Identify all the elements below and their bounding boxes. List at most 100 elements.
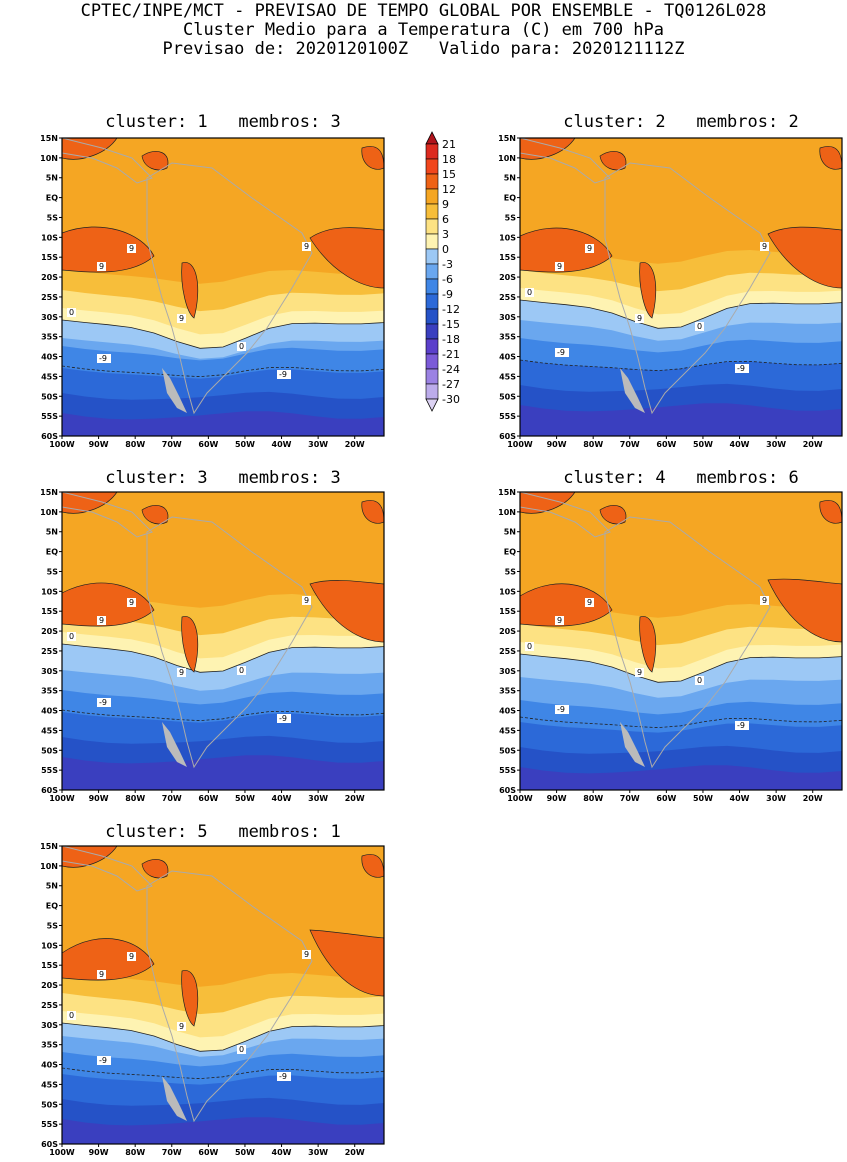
- lon-tick-label: 30W: [766, 440, 786, 449]
- panel-title-cluster-4: cluster: 4 membros: 6: [563, 468, 799, 488]
- lat-tick-label: 15S: [499, 607, 516, 616]
- lat-tick-label: 30S: [41, 1021, 58, 1030]
- legend-level-label: 6: [442, 213, 449, 226]
- legend-swatch: [425, 248, 439, 265]
- contour-label: 0: [69, 632, 74, 641]
- contour-label: -9: [557, 348, 565, 357]
- lon-tick-label: 90W: [89, 440, 109, 449]
- map-frame: [61, 845, 385, 1145]
- contour-label-bg: [177, 314, 186, 323]
- lat-tick-label: 25S: [499, 293, 516, 302]
- lat-tick-label: 20S: [499, 627, 516, 636]
- lon-tick-label: 70W: [162, 440, 182, 449]
- lat-tick-label: 40S: [41, 1061, 58, 1070]
- lat-tick-label: 25S: [41, 293, 58, 302]
- lat-tick-label: 55S: [41, 1120, 58, 1129]
- map-panel-cluster-2: 9 9 9 9 0 0 -9 -9 15N 10N 5N EQ 5S 10S 15S 20S 25S 30S 35S…: [498, 134, 843, 449]
- contour-label: 9: [304, 596, 309, 605]
- contour-label-bg: [127, 244, 136, 253]
- panel-title-cluster-1: cluster: 1 membros: 3: [105, 112, 341, 132]
- lat-tick-label: 50S: [41, 746, 58, 755]
- lat-tick-label: 15N: [40, 134, 58, 143]
- lat-tick-label: 35S: [41, 687, 58, 696]
- map-field: 9 9 9 9 0 0 -9 -9: [520, 138, 842, 436]
- lon-tick-label: 40W: [272, 440, 292, 449]
- lat-tick-label: EQ: [46, 548, 58, 557]
- contour-label-bg: [67, 632, 76, 641]
- legend-swatch: [425, 383, 439, 400]
- field-band: [520, 765, 842, 790]
- lon-tick-label: 70W: [620, 440, 640, 449]
- lon-tick-label: 60W: [198, 440, 218, 449]
- contour-zero: [520, 653, 842, 683]
- legend-swatch: [425, 293, 439, 310]
- contour-zero: [62, 319, 384, 349]
- contour-label-bg: [555, 705, 569, 714]
- lat-tick-label: 55S: [41, 766, 58, 775]
- lat-tick-label: 20S: [41, 981, 58, 990]
- legend-swatch: [425, 173, 439, 190]
- legend-level-label: -9: [442, 288, 453, 301]
- lon-tick-label: 90W: [547, 440, 567, 449]
- contour-label-bg: [97, 616, 106, 625]
- contour-label: 9: [99, 970, 104, 979]
- lat-tick-label: 15N: [40, 488, 58, 497]
- legend-swatch: [425, 353, 439, 370]
- map-panel-cluster-5: 9 9 9 9 0 0 -9 -9 15N 10N 5N EQ 5S 10S 15S 20S 25S 30S 35S…: [40, 842, 385, 1157]
- lon-tick-label: 100W: [507, 440, 533, 449]
- contour-label: 9: [99, 616, 104, 625]
- map-field: 9 9 9 9 0 0 -9 -9: [62, 846, 384, 1144]
- lon-tick-label: 30W: [308, 1148, 328, 1157]
- lon-tick-label: 100W: [507, 794, 533, 803]
- lat-tick-label: 10N: [40, 508, 58, 517]
- lat-tick-label: 10S: [499, 233, 516, 242]
- legend-level-label: -24: [442, 363, 460, 376]
- main-title: CPTEC/INPE/MCT - PREVISAO DE TEMPO GLOBA…: [80, 1, 767, 21]
- patagonia-terrain: [620, 722, 645, 767]
- warm-region-12: [141, 859, 169, 879]
- lat-tick-label: 60S: [499, 432, 516, 441]
- forecast-dates: Previsao de: 2020120100Z Valido para: 20…: [162, 39, 685, 59]
- lat-tick-label: 15N: [498, 488, 516, 497]
- lat-tick-label: 10S: [41, 233, 58, 242]
- map-panel-cluster-1: 9 9 9 9 0 0 -9 -9 15N 10N 5N EQ 5S 10S 15S 20S 25S 30S 35S…: [40, 134, 385, 449]
- warm-region-12: [599, 151, 627, 171]
- contour-label: 9: [99, 262, 104, 271]
- lat-tick-label: 45S: [499, 372, 516, 381]
- legend-swatch: [425, 263, 439, 280]
- legend-swatch: [425, 308, 439, 325]
- lon-tick-label: 70W: [162, 1148, 182, 1157]
- contour-minus9: [62, 1067, 384, 1080]
- lat-tick-label: 10S: [499, 587, 516, 596]
- legend-swatch: [425, 338, 439, 355]
- warm-region-12: [141, 151, 169, 171]
- contour-label-bg: [525, 642, 534, 651]
- contour-label: 9: [637, 668, 642, 677]
- warm-region-12: [520, 138, 576, 160]
- central-america-outline: [62, 138, 153, 184]
- contour-label: 0: [697, 322, 702, 331]
- lat-tick-label: 45S: [499, 726, 516, 735]
- lat-tick-label: 15N: [498, 134, 516, 143]
- contour-label-bg: [760, 596, 769, 605]
- lat-tick-label: 15S: [41, 253, 58, 262]
- lat-tick-label: 40S: [499, 353, 516, 362]
- lat-tick-label: 15S: [41, 607, 58, 616]
- south-america-outline: [146, 516, 313, 769]
- contour-label: -9: [279, 714, 287, 723]
- lon-tick-label: 80W: [125, 440, 145, 449]
- lat-tick-label: 40S: [41, 707, 58, 716]
- contour-label: -9: [737, 364, 745, 373]
- contour-label-bg: [735, 364, 749, 373]
- legend-level-label: 12: [442, 183, 456, 196]
- contour-label-bg: [760, 242, 769, 251]
- legend-swatch: [425, 368, 439, 385]
- map-frame: [61, 491, 385, 791]
- contour-label: -9: [99, 698, 107, 707]
- warm-region-12: [62, 492, 118, 514]
- lon-tick-label: 40W: [272, 794, 292, 803]
- contour-label: -9: [99, 1056, 107, 1065]
- map-panel-cluster-4: 9 9 9 9 0 0 -9 -9 15N 10N 5N EQ 5S 10S 15S 20S 25S 30S 35S…: [498, 488, 843, 803]
- contour-label: 9: [587, 244, 592, 253]
- lon-tick-label: 80W: [125, 1148, 145, 1157]
